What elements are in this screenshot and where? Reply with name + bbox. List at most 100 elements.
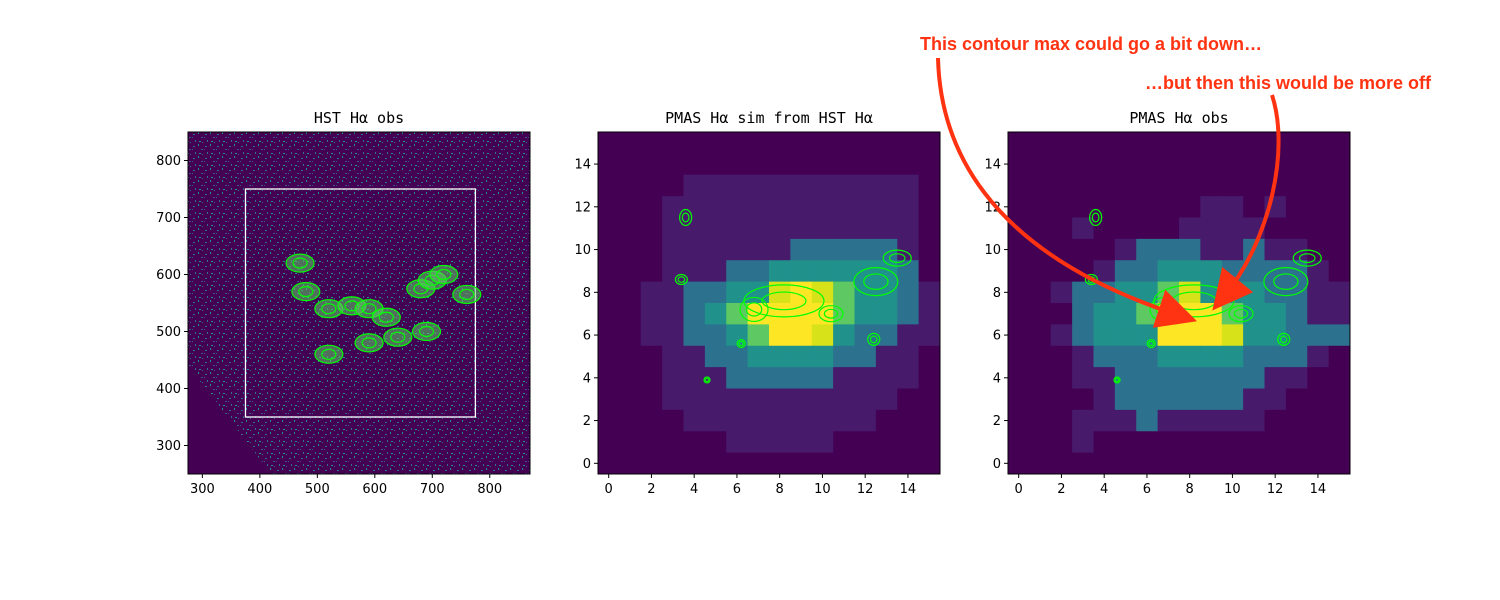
heatmap-cell bbox=[683, 281, 706, 304]
axes-frame bbox=[187, 131, 531, 475]
heatmap-cell bbox=[833, 452, 855, 475]
heatmap-cell bbox=[619, 431, 642, 454]
heatmap-cell bbox=[1200, 153, 1223, 176]
heatmap-cell bbox=[833, 238, 855, 261]
heatmap-cell bbox=[1008, 260, 1030, 283]
heatmap-cell bbox=[1093, 260, 1116, 283]
heatmap-cell bbox=[1264, 388, 1287, 411]
annotation-arrow-top bbox=[936, 57, 1197, 328]
heatmap-cell bbox=[1285, 324, 1308, 347]
heatmap-cell bbox=[769, 431, 791, 454]
heatmap-cell bbox=[662, 388, 684, 411]
heatmap-cell bbox=[811, 388, 834, 411]
heatmap-cell bbox=[619, 238, 642, 261]
heatmap-cell bbox=[1221, 345, 1244, 368]
heatmap-cell bbox=[662, 132, 684, 154]
x-tick-label: 12 bbox=[857, 482, 874, 497]
heatmap-cell bbox=[662, 174, 684, 197]
heatmap-cell bbox=[662, 238, 684, 261]
heatmap-cell bbox=[1243, 388, 1265, 411]
contour-line-inner bbox=[1298, 253, 1316, 264]
heatmap-cell bbox=[1008, 153, 1030, 176]
heatmap-cell bbox=[854, 345, 877, 368]
heatmap-cell bbox=[1136, 132, 1159, 154]
heatmap-cell bbox=[1328, 174, 1351, 197]
heatmap-cell bbox=[1050, 196, 1073, 218]
heatmap-cell bbox=[683, 345, 706, 368]
contour-line bbox=[853, 267, 899, 297]
heatmap-cell bbox=[1072, 324, 1094, 347]
heatmap-cell bbox=[598, 196, 620, 218]
heatmap-cell bbox=[1114, 431, 1137, 454]
heatmap-cell bbox=[1093, 431, 1116, 454]
heatmap-cell bbox=[1200, 174, 1223, 197]
heatmap-cell bbox=[1285, 196, 1308, 218]
heatmap-cell bbox=[726, 303, 749, 325]
contour-line bbox=[674, 273, 688, 286]
y-tick-label: 4 bbox=[993, 371, 1001, 386]
heatmap-cell bbox=[1093, 196, 1116, 218]
heatmap-cell bbox=[704, 388, 727, 411]
heatmap-cell bbox=[726, 260, 749, 283]
heatmap-cell bbox=[1157, 132, 1180, 154]
y-tick-label: 2 bbox=[583, 414, 591, 429]
heatmap-cell bbox=[1072, 409, 1094, 432]
contour-line bbox=[1263, 267, 1309, 297]
heatmap-cell bbox=[918, 153, 941, 176]
heatmap-cell bbox=[918, 132, 941, 154]
heatmap-cell bbox=[875, 281, 898, 304]
y-tick-label: 10 bbox=[574, 243, 591, 258]
contour-line-inner bbox=[888, 253, 906, 264]
y-tick-label: 14 bbox=[984, 158, 1001, 173]
heatmap-cell bbox=[726, 238, 749, 261]
heatmap-cell bbox=[1072, 367, 1094, 389]
heatmap-cell bbox=[769, 217, 791, 240]
heatmap-cell bbox=[1157, 153, 1180, 176]
y-tick-label: 0 bbox=[583, 457, 591, 472]
heatmap-cell bbox=[1221, 452, 1244, 475]
x-tick-label: 0 bbox=[1015, 482, 1023, 497]
heatmap-cell bbox=[1072, 238, 1094, 261]
heatmap-cell bbox=[1157, 260, 1180, 283]
contour-inner bbox=[459, 288, 475, 301]
heatmap-cell bbox=[1093, 238, 1116, 261]
heatmap-cell bbox=[1093, 303, 1116, 325]
heatmap-cell bbox=[1328, 431, 1351, 454]
heatmap-cell bbox=[769, 303, 791, 325]
heatmap-cell bbox=[769, 367, 791, 389]
heatmap-cell bbox=[1307, 196, 1330, 218]
heatmap-cell bbox=[598, 303, 620, 325]
heatmap-cell bbox=[619, 345, 642, 368]
heatmap-cell bbox=[918, 281, 941, 304]
heatmap-cell bbox=[1050, 238, 1073, 261]
heatmap-cell bbox=[897, 452, 920, 475]
y-tick-label: 500 bbox=[156, 325, 181, 340]
heatmap-cell bbox=[1200, 367, 1223, 389]
heatmap-cell bbox=[897, 324, 920, 347]
heatmap-cell bbox=[1136, 431, 1159, 454]
heatmap-cell bbox=[1008, 409, 1030, 432]
x-tick-label: 6 bbox=[1143, 482, 1151, 497]
heatmap-cell bbox=[769, 196, 791, 218]
heatmap-cell bbox=[918, 452, 941, 475]
heatmap-cell bbox=[1157, 281, 1180, 304]
heatmap-cell bbox=[1221, 324, 1244, 347]
contour-inner bbox=[361, 303, 377, 315]
heatmap-cell bbox=[811, 153, 834, 176]
heatmap-cell bbox=[1093, 217, 1116, 240]
heatmap-cell bbox=[704, 409, 727, 432]
heatmap-cell bbox=[683, 196, 706, 218]
heatmap-cell bbox=[1136, 174, 1159, 197]
heatmap-cell bbox=[897, 153, 920, 176]
heatmap-cell bbox=[1072, 217, 1094, 240]
contour-line bbox=[1089, 208, 1103, 227]
heatmap-cell bbox=[1328, 196, 1351, 218]
heatmap-cell bbox=[1285, 367, 1308, 389]
axes-frame bbox=[1007, 131, 1351, 475]
heatmap-cell bbox=[598, 217, 620, 240]
heatmap-cell bbox=[1328, 217, 1351, 240]
x-tick-label: 2 bbox=[647, 482, 655, 497]
heatmap-cell bbox=[1328, 367, 1351, 389]
contour-line-inner bbox=[1114, 377, 1120, 383]
